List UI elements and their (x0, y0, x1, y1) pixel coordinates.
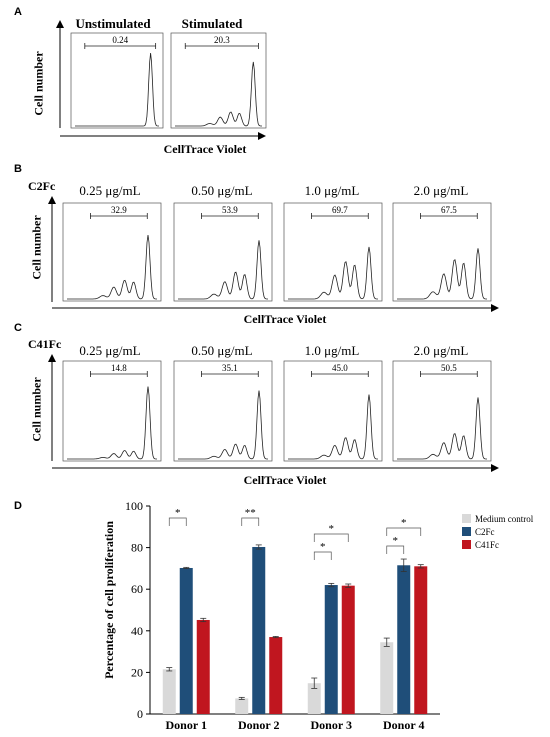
panel-letter-a: A (14, 6, 22, 18)
hist-c-1-frame (62, 360, 162, 462)
bar-donor-4-medium-control (380, 642, 394, 714)
hist-b-4-curve (397, 248, 487, 300)
hist-b-1-gate-value: 32.9 (111, 205, 127, 215)
hist-b-3-gate-value: 69.7 (332, 205, 348, 215)
y-tick-label-20: 20 (131, 665, 143, 679)
legend-label-3: C41Fc (475, 540, 499, 550)
legend-swatch-3 (462, 540, 471, 549)
bar-donor-1-c41fc (196, 619, 210, 714)
legend-swatch-2 (462, 527, 471, 536)
axis-b-y-arrow (48, 196, 56, 204)
x-tick-label-4: Donor 4 (383, 718, 424, 732)
conc-b-2: 0.50 μg/mL (191, 183, 253, 198)
x-tick-label-1: Donor 1 (166, 718, 207, 732)
sig-bracket-2-1 (313, 551, 332, 560)
legend-swatch-1 (462, 514, 471, 523)
sig-label-2-1: * (320, 541, 326, 553)
conc-c-3: 1.0 μg/mL (304, 343, 360, 358)
hist-c-4-gate-value: 50.5 (441, 363, 457, 373)
bar-donor-1-c2fc (179, 567, 193, 714)
hist-b-2-curve (178, 240, 268, 300)
bar-donor-3-medium-control (307, 683, 321, 714)
flow-histograms: 0.24 20.3 32.9 53.9 69.7 67.5 14.8 35.1 45.0 50.5 (48, 20, 499, 472)
hist-c-1-gate-value: 14.8 (111, 363, 127, 373)
hist-c-2-frame (173, 360, 273, 462)
x-tick-label-2: Donor 2 (238, 718, 279, 732)
axis-a-x-arrow (258, 132, 266, 140)
bar-donor-4-c41fc (414, 566, 428, 714)
axis-b-x-arrow (491, 304, 499, 312)
hist-b-3-frame (283, 202, 383, 302)
conc-b-1: 0.25 μg/mL (79, 183, 141, 198)
proliferation-bar-chart: Percentage of cell proliferation 0 20 40 60… (102, 499, 534, 732)
sig-bracket-0-0 (168, 517, 187, 526)
y-tick-label-100: 100 (125, 499, 143, 513)
hist-b-2-gate-value: 53.9 (222, 205, 238, 215)
hist-b-2-frame (173, 202, 273, 302)
legend-label-1: Medium control (475, 514, 534, 524)
hist-c-3-gate-value: 45.0 (332, 363, 348, 373)
panel-letter-d: D (14, 500, 22, 512)
bar-donor-3-c2fc (324, 585, 338, 714)
hist-c-4-curve (397, 397, 487, 460)
conc-b-3: 1.0 μg/mL (304, 183, 360, 198)
conc-c-4: 2.0 μg/mL (413, 343, 469, 358)
y-tick-label-40: 40 (131, 624, 143, 638)
bar-donor-1-medium-control (162, 669, 176, 714)
hist-a-2-curve (175, 61, 262, 127)
bar-donor-2-c2fc (252, 546, 266, 714)
hist-b-4-frame (392, 202, 492, 302)
axis-c-y-arrow (48, 354, 56, 362)
hist-a-2-gate-value: 20.3 (214, 35, 230, 45)
axis-a-y-arrow (56, 20, 64, 28)
conc-c-1: 0.25 μg/mL (79, 343, 141, 358)
xlabel-a: CellTrace Violet (163, 142, 247, 156)
panel-letter-c: C (14, 322, 22, 334)
header-stimulated: Stimulated (181, 16, 243, 31)
bar-donor-2-medium-control (235, 698, 249, 714)
bar-donor-3-c41fc (341, 585, 355, 714)
sig-label-3-1: * (393, 535, 399, 547)
row-label-c2fc: C2Fc (28, 179, 56, 193)
panel-letter-b: B (14, 163, 22, 175)
hist-b-1-frame (62, 202, 162, 302)
sig-bracket-1-0 (241, 517, 260, 526)
xlabel-b: CellTrace Violet (243, 312, 327, 326)
y-tick-label-0: 0 (137, 707, 143, 721)
header-unstimulated: Unstimulated (75, 16, 151, 31)
x-tick-label-3: Donor 3 (311, 718, 352, 732)
bar-donor-2-c41fc (269, 637, 283, 714)
hist-a-1-frame (70, 32, 164, 129)
sig-label-3-0: * (401, 517, 407, 529)
sig-label-2-0: * (329, 523, 335, 535)
sig-label-1-0: ** (245, 507, 256, 519)
sig-bracket-3-1 (386, 545, 405, 554)
hist-b-3-curve (288, 246, 378, 300)
sig-bracket-3-0 (386, 527, 422, 536)
hist-b-4-gate-value: 67.5 (441, 205, 457, 215)
hist-c-2-curve (178, 390, 268, 460)
xlabel-c: CellTrace Violet (243, 473, 327, 487)
bar-ylabel: Percentage of cell proliferation (102, 521, 116, 679)
hist-c-3-frame (283, 360, 383, 462)
hist-c-1-curve (67, 386, 157, 460)
hist-c-3-curve (288, 394, 378, 460)
conc-c-2: 0.50 μg/mL (191, 343, 253, 358)
sig-bracket-2-0 (313, 533, 349, 542)
hist-a-1-curve (75, 52, 159, 127)
hist-a-2-frame (170, 32, 267, 129)
legend-label-2: C2Fc (475, 527, 495, 537)
hist-b-1-curve (67, 234, 157, 300)
y-tick-label-60: 60 (131, 582, 143, 596)
bar-donor-4-c2fc (397, 565, 411, 714)
hist-c-4-frame (392, 360, 492, 462)
hist-a-1-gate-value: 0.24 (112, 35, 128, 45)
conc-b-4: 2.0 μg/mL (413, 183, 469, 198)
sig-label-0-0: * (175, 507, 181, 519)
row-label-c41fc: C41Fc (28, 337, 62, 351)
hist-c-2-gate-value: 35.1 (222, 363, 238, 373)
axis-c-x-arrow (491, 464, 499, 472)
y-tick-label-80: 80 (131, 541, 143, 555)
